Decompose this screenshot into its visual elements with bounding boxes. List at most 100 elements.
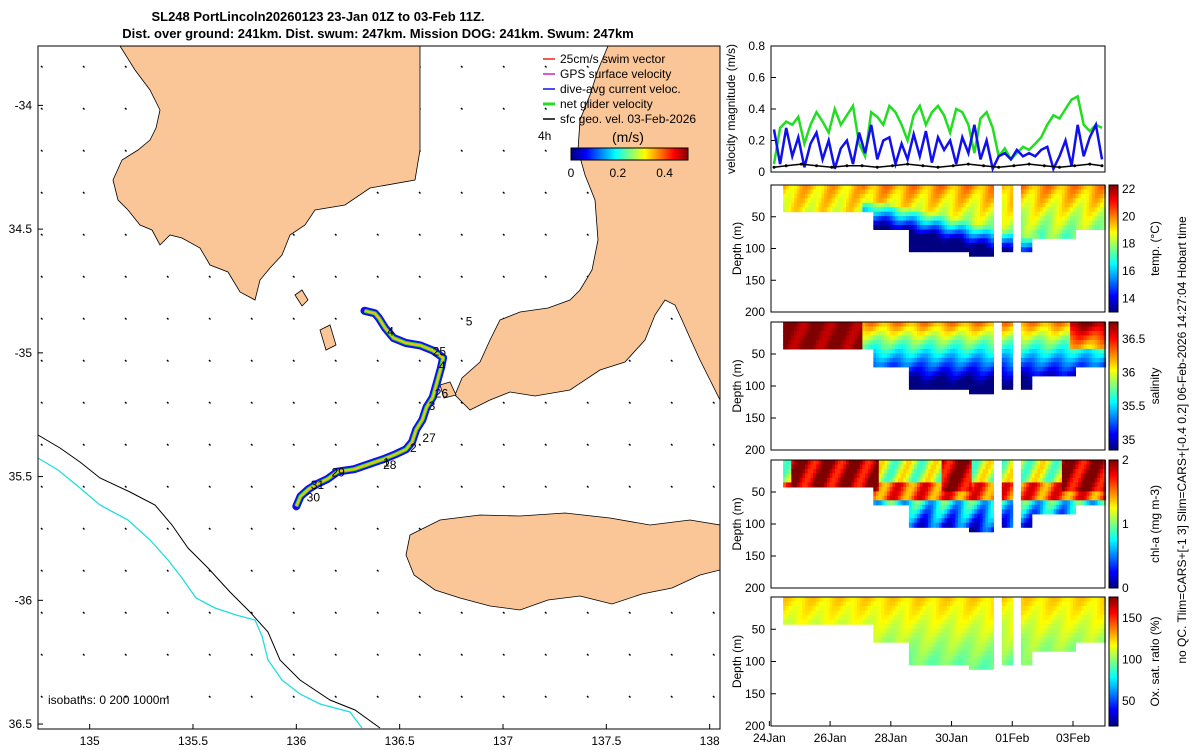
profile-cell xyxy=(791,326,795,332)
profile-cell xyxy=(832,464,836,470)
profile-cell xyxy=(969,482,973,488)
profile-cbar-cell xyxy=(1109,499,1118,501)
profile-cell xyxy=(851,464,855,470)
profile-cell xyxy=(979,326,984,332)
profile-cell xyxy=(1026,335,1030,341)
profile-cell xyxy=(835,597,839,603)
profile-cell xyxy=(807,473,811,479)
profile-cell xyxy=(843,339,847,345)
geo-vector xyxy=(502,485,505,488)
profile-cell xyxy=(930,198,934,204)
profile-cbar-cell xyxy=(1109,293,1118,295)
profile-cbar-cell xyxy=(1109,413,1118,415)
profile-cell xyxy=(958,495,962,501)
map-cbar-cell xyxy=(608,148,610,160)
profile-cell xyxy=(897,491,902,497)
profile-cbar-cell xyxy=(1109,225,1118,227)
geo-vector xyxy=(418,443,421,446)
profile-cell xyxy=(788,207,792,213)
profile-cell xyxy=(1072,504,1076,510)
profile-cell xyxy=(846,207,850,213)
profile-cell xyxy=(979,202,984,208)
profile-cbar-cell xyxy=(1109,422,1118,424)
profile-cell xyxy=(1040,193,1044,199)
profile-cell xyxy=(985,348,989,354)
profile-cell xyxy=(906,348,910,354)
profile-cell xyxy=(1042,335,1046,341)
profile-cell xyxy=(865,597,869,603)
profile-cell xyxy=(974,348,978,354)
profile-cell xyxy=(865,202,869,208)
profile-cell xyxy=(1053,339,1057,345)
profile-cell xyxy=(979,339,984,345)
profile-cell xyxy=(846,322,850,328)
geo-vector xyxy=(502,653,505,656)
profile-cell xyxy=(829,335,833,341)
profile-cell xyxy=(788,193,792,199)
profile-cell xyxy=(856,597,861,603)
profile-cell xyxy=(818,189,822,195)
profile-cell xyxy=(988,500,992,506)
profile-cbar-cell xyxy=(1109,538,1118,540)
profile-cell xyxy=(974,193,978,199)
profile-cell xyxy=(1067,464,1071,470)
profile-cell xyxy=(859,460,863,466)
profile-cbar-cell xyxy=(1109,525,1118,527)
profile-cell xyxy=(805,198,809,204)
profile-cell xyxy=(846,477,850,483)
profile-cbar-cell xyxy=(1109,372,1118,374)
profile-cbar-cell xyxy=(1109,466,1118,468)
profile-cell xyxy=(947,233,951,239)
profile-cell xyxy=(982,522,986,528)
profile-cell xyxy=(908,509,913,515)
profile-cbar-cell xyxy=(1109,299,1118,301)
profile-cbar-cell xyxy=(1109,286,1118,288)
map-cbar-cell xyxy=(573,148,575,160)
profile-cell xyxy=(794,473,798,479)
profile-cell xyxy=(1067,473,1071,479)
profile-cell xyxy=(1001,247,1005,253)
profile-cbar-cell xyxy=(1109,322,1118,324)
profile-cbar-cell xyxy=(1109,421,1118,423)
profile-cell xyxy=(919,380,923,386)
profile-cell xyxy=(1056,326,1060,332)
profile-cell xyxy=(969,233,973,239)
profile-cell xyxy=(1037,504,1041,510)
geo-vector xyxy=(544,233,547,236)
profile-cell xyxy=(1097,326,1101,332)
profile-cell xyxy=(1072,326,1076,332)
profile-cell xyxy=(958,366,962,372)
profile-cell xyxy=(892,460,896,466)
track-day-label: 30 xyxy=(307,490,321,504)
profile-cell xyxy=(982,469,986,475)
profile-cell xyxy=(1037,344,1041,350)
profile-cell xyxy=(1094,326,1098,332)
profile-cell xyxy=(887,326,891,332)
track-day-label: 27 xyxy=(422,431,436,445)
profile-cell xyxy=(854,331,858,337)
profile-cell xyxy=(1029,339,1033,345)
profile-cell xyxy=(867,597,872,603)
profile-cell xyxy=(881,322,885,328)
profile-cell xyxy=(949,522,953,528)
profile-cell xyxy=(1020,198,1025,204)
map-cbar-cell xyxy=(650,148,652,160)
geo-vector xyxy=(460,359,463,362)
profile-cell xyxy=(1053,353,1057,359)
profile-cell xyxy=(1061,464,1066,470)
profile-cell xyxy=(1004,220,1008,226)
profile-cell xyxy=(791,615,795,621)
profile-cbar-cell xyxy=(1109,242,1118,244)
profile-cell xyxy=(1004,189,1008,195)
geo-vector xyxy=(82,107,85,110)
profile-cell xyxy=(824,331,828,337)
profile-cell xyxy=(944,509,948,515)
geo-vector xyxy=(628,653,631,656)
profile-cell xyxy=(1078,326,1082,332)
profile-cell xyxy=(971,193,975,199)
profile-cell xyxy=(887,225,891,230)
profile-cell xyxy=(897,225,902,230)
profile-cell xyxy=(1020,375,1025,381)
profile-cell xyxy=(1045,348,1049,354)
profile-cell xyxy=(884,486,888,492)
